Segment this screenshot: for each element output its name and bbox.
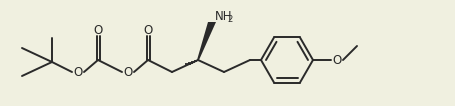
Polygon shape <box>197 22 216 60</box>
Text: O: O <box>93 24 103 36</box>
Text: O: O <box>73 66 83 80</box>
Text: O: O <box>332 54 342 66</box>
Text: 2: 2 <box>227 15 232 24</box>
Text: O: O <box>123 66 132 80</box>
Text: O: O <box>143 24 152 36</box>
Text: NH: NH <box>215 10 233 22</box>
